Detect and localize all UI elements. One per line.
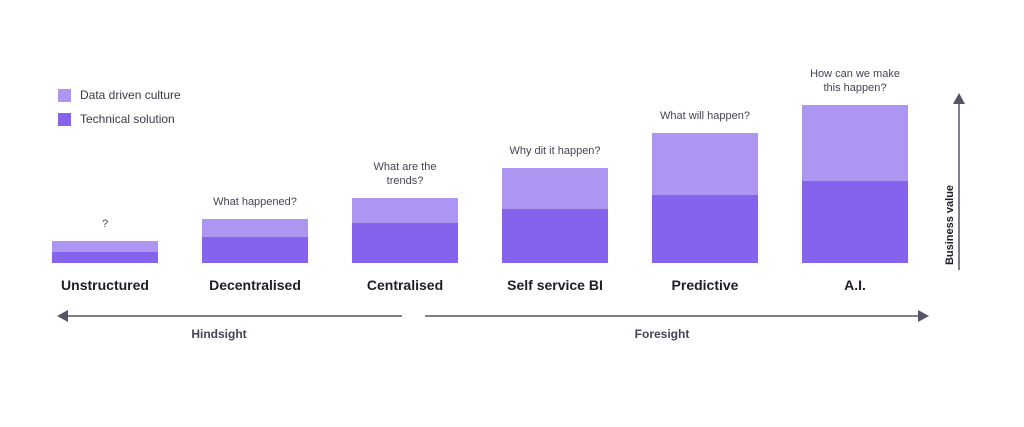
- category-label-self-service-bi: Self service BI: [507, 277, 603, 293]
- question-label-centralised-line-1: What are the: [374, 161, 437, 173]
- bar-data-driven-culture-decentralised: [202, 219, 308, 237]
- bar-technical-solution-predictive: [652, 195, 758, 263]
- bar-data-driven-culture-a-i: [802, 105, 908, 181]
- bar-data-driven-culture-unstructured: [52, 241, 158, 252]
- bar-technical-solution-unstructured: [52, 252, 158, 263]
- question-label-self-service-bi: Why dit it happen?: [509, 145, 600, 157]
- question-label-unstructured: ?: [102, 218, 108, 230]
- bar-technical-solution-decentralised: [202, 237, 308, 263]
- bar-technical-solution-self-service-bi: [502, 209, 608, 263]
- business-value-label: Business value: [944, 185, 956, 265]
- legend: Data driven culture Technical solution: [58, 84, 181, 132]
- legend-label-data-driven-culture: Data driven culture: [80, 88, 181, 102]
- bar-technical-solution-a-i: [802, 181, 908, 263]
- legend-item-technical-solution: Technical solution: [58, 108, 181, 130]
- question-label-centralised-line-2: trends?: [387, 175, 424, 187]
- bar-data-driven-culture-self-service-bi: [502, 168, 608, 209]
- question-label-decentralised: What happened?: [213, 196, 297, 208]
- category-label-predictive: Predictive: [672, 277, 739, 293]
- legend-swatch-technical-solution: [58, 112, 71, 126]
- category-label-a-i: A.I.: [844, 277, 866, 293]
- category-label-decentralised: Decentralised: [209, 277, 301, 293]
- question-label-a-i-line-1: How can we make: [810, 68, 900, 80]
- legend-item-data-driven-culture: Data driven culture: [58, 84, 181, 106]
- foresight-arrow-icon: [918, 310, 929, 322]
- category-label-centralised: Centralised: [367, 277, 443, 293]
- business-value-arrow-icon: [953, 93, 965, 104]
- legend-label-technical-solution: Technical solution: [80, 112, 175, 126]
- bar-data-driven-culture-predictive: [652, 133, 758, 195]
- question-label-predictive: What will happen?: [660, 110, 750, 122]
- bar-technical-solution-centralised: [352, 223, 458, 263]
- legend-swatch-data-driven-culture: [58, 88, 71, 102]
- hindsight-label: Hindsight: [191, 327, 246, 341]
- question-label-a-i-line-2: this happen?: [824, 82, 887, 94]
- foresight-label: Foresight: [635, 327, 690, 341]
- category-label-unstructured: Unstructured: [61, 277, 149, 293]
- bar-data-driven-culture-centralised: [352, 198, 458, 223]
- hindsight-arrow-icon: [57, 310, 68, 322]
